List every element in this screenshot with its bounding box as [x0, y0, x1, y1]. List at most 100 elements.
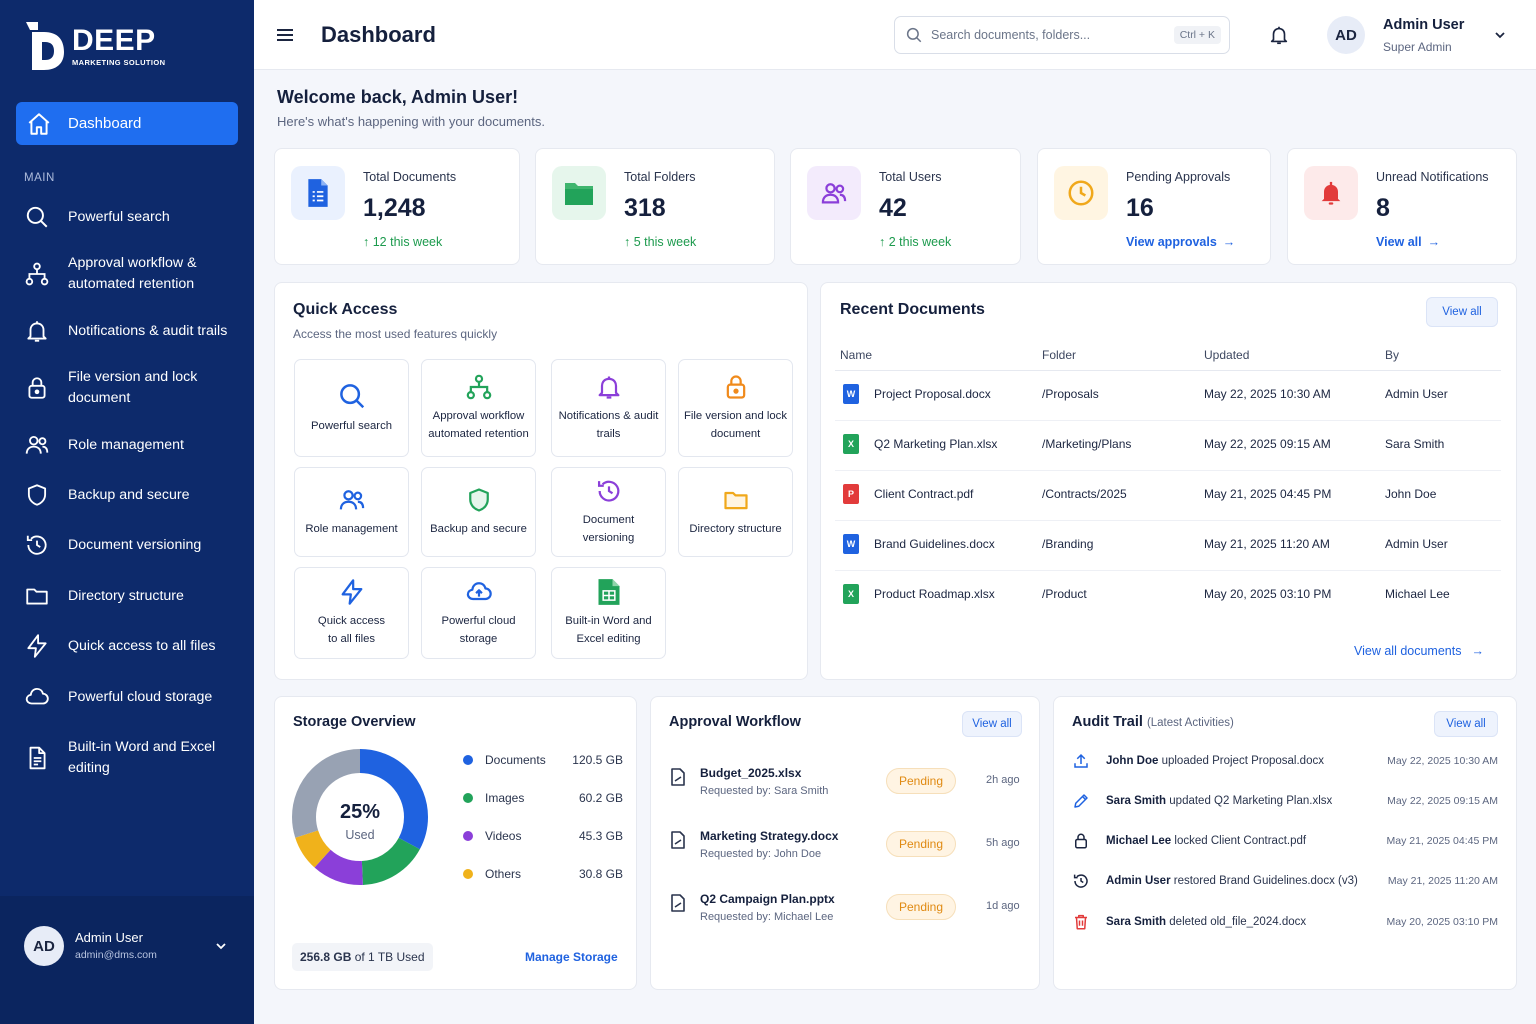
- quick-tile-directory[interactable]: Directory structure: [678, 467, 793, 557]
- sidebar-item-label: Document versioning: [68, 536, 202, 553]
- history-icon: [597, 480, 619, 502]
- sidebar-item-file-version[interactable]: File version and lock document: [24, 367, 238, 409]
- brand-tagline: MARKETING SOLUTION: [72, 57, 166, 67]
- quick-tile-label: Approval workflow automated retention: [428, 410, 529, 440]
- sidebar-item-quick-access[interactable]: Quick access to all files: [24, 633, 238, 659]
- stat-label: Unread Notifications: [1376, 170, 1489, 184]
- table-row[interactable]: X Q2 Marketing Plan.xlsx /Marketing/Plan…: [835, 421, 1501, 471]
- table-row[interactable]: W Brand Guidelines.docx /Branding May 21…: [835, 521, 1501, 571]
- doc-folder: /Marketing/Plans: [1042, 437, 1132, 451]
- view-all-button[interactable]: View all: [1426, 297, 1498, 327]
- quick-access-subtitle: Access the most used features quickly: [293, 327, 498, 341]
- column-header-updated[interactable]: Updated: [1204, 348, 1250, 362]
- audit-time: May 22, 2025 09:15 AM: [1387, 795, 1498, 807]
- view-approvals-link[interactable]: View approvals →: [1126, 235, 1236, 249]
- audit-item[interactable]: Michael Lee locked Client Contract.pdf: [1072, 830, 1502, 852]
- quick-tile-label: Notifications & audit trails: [558, 410, 659, 440]
- stat-card-notifications[interactable]: Unread Notifications 8 View all →: [1287, 148, 1517, 265]
- cloud-upload-icon: [466, 582, 492, 601]
- audit-item[interactable]: Admin User restored Brand Guidelines.doc…: [1072, 870, 1502, 892]
- upload-icon: [1074, 753, 1088, 768]
- sidebar-item-approval-workflow[interactable]: Approval workflow & automated retention: [24, 253, 238, 295]
- doc-folder: /Branding: [1042, 537, 1094, 551]
- quick-tile-label: Directory structure: [689, 523, 782, 535]
- clock-icon: [1068, 180, 1094, 206]
- quick-tile-approval-workflow[interactable]: Approval workflow automated retention: [421, 359, 536, 457]
- search-bar[interactable]: Ctrl + K: [894, 16, 1230, 54]
- table-row[interactable]: X Product Roadmap.xlsx /Product May 20, …: [835, 571, 1501, 621]
- quick-tile-quick-access[interactable]: Quick access to all files: [294, 567, 409, 659]
- audit-item[interactable]: Sara Smith deleted old_file_2024.docx: [1072, 911, 1502, 933]
- quick-tile-file-lock[interactable]: File version and lock document: [678, 359, 793, 457]
- excel-file-icon: X: [843, 434, 859, 454]
- search-icon: [26, 206, 48, 228]
- quick-tile-backup[interactable]: Backup and secure: [421, 467, 536, 557]
- chevron-down-icon[interactable]: [214, 939, 228, 953]
- doc-name[interactable]: Client Contract.pdf: [874, 487, 974, 501]
- approval-item[interactable]: Marketing Strategy.docx Requested by: Jo…: [651, 822, 1041, 874]
- approval-item[interactable]: Q2 Campaign Plan.pptx Requested by: Mich…: [651, 885, 1041, 937]
- sidebar: DEEP MARKETING SOLUTION Dashboard MAIN P…: [0, 0, 254, 1024]
- column-header-name[interactable]: Name: [840, 348, 873, 362]
- avatar: AD: [24, 926, 64, 966]
- manage-storage-link[interactable]: Manage Storage: [525, 950, 618, 964]
- column-header-by[interactable]: By: [1385, 348, 1400, 362]
- workflow-icon: [25, 262, 49, 286]
- doc-updated: May 21, 2025 04:45 PM: [1204, 487, 1332, 501]
- view-all-button[interactable]: View all: [962, 711, 1022, 737]
- doc-name[interactable]: Product Roadmap.xlsx: [874, 587, 995, 601]
- doc-name[interactable]: Q2 Marketing Plan.xlsx: [874, 437, 998, 451]
- audit-item[interactable]: John Doe uploaded Project Proposal.docx: [1072, 750, 1502, 772]
- table-row[interactable]: W Project Proposal.docx /Proposals May 2…: [835, 371, 1501, 421]
- approval-item[interactable]: Budget_2025.xlsx Requested by: Sara Smit…: [651, 759, 1041, 811]
- sidebar-item-dashboard[interactable]: Dashboard: [16, 102, 238, 145]
- table-row[interactable]: P Client Contract.pdf /Contracts/2025 Ma…: [835, 471, 1501, 521]
- bell-icon: [27, 321, 47, 342]
- stat-card-approvals[interactable]: Pending Approvals 16 View approvals →: [1037, 148, 1271, 265]
- quick-tile-role-management[interactable]: Role management: [294, 467, 409, 557]
- sidebar-item-word-excel[interactable]: Built-in Word and Excel editing: [24, 737, 238, 779]
- quick-tile-cloud-storage[interactable]: Powerful cloud storage: [421, 567, 536, 659]
- sidebar-item-directory[interactable]: Directory structure: [24, 583, 238, 609]
- view-all-notifications-link[interactable]: View all →: [1376, 235, 1441, 249]
- brand-logo[interactable]: DEEP MARKETING SOLUTION: [24, 20, 165, 72]
- sidebar-item-cloud-storage[interactable]: Powerful cloud storage: [24, 684, 238, 710]
- quick-tile-label: File version and lock document: [684, 410, 787, 440]
- storage-used-summary: 256.8 GB of 1 TB Used: [292, 943, 433, 971]
- sidebar-user-panel[interactable]: AD Admin User admin@dms.com: [0, 896, 254, 1024]
- pdf-file-icon: P: [843, 484, 859, 504]
- doc-by: Sara Smith: [1385, 437, 1445, 451]
- doc-name[interactable]: Brand Guidelines.docx: [874, 537, 995, 551]
- sidebar-item-search[interactable]: Powerful search: [24, 204, 238, 230]
- search-input[interactable]: [931, 28, 1161, 42]
- chevron-down-icon[interactable]: [1493, 28, 1507, 42]
- sidebar-item-role-management[interactable]: Role management: [24, 432, 238, 458]
- approval-time: 2h ago: [986, 774, 1020, 786]
- quick-tile-word-excel[interactable]: Built-in Word and Excel editing: [551, 567, 666, 659]
- audit-text: Sara Smith updated Q2 Marketing Plan.xls…: [1106, 795, 1333, 807]
- welcome-subtitle: Here's what's happening with your docume…: [277, 114, 545, 129]
- menu-icon[interactable]: [276, 27, 294, 43]
- view-all-documents-link[interactable]: View all documents →: [1354, 644, 1484, 658]
- view-all-button[interactable]: View all: [1434, 711, 1498, 737]
- stat-card-folders[interactable]: Total Folders 318 ↑ 5 this week: [535, 148, 775, 265]
- cloud-icon: [25, 687, 49, 705]
- doc-name[interactable]: Project Proposal.docx: [874, 387, 991, 401]
- stat-icon-bg: [291, 166, 345, 220]
- quick-tile-search[interactable]: Powerful search: [294, 359, 409, 457]
- stat-label: Total Users: [879, 170, 942, 184]
- column-header-folder[interactable]: Folder: [1042, 348, 1077, 362]
- audit-text: John Doe uploaded Project Proposal.docx: [1106, 755, 1324, 767]
- quick-tile-notifications[interactable]: Notifications & audit trails: [551, 359, 666, 457]
- stat-value: 16: [1126, 194, 1154, 222]
- stat-card-documents[interactable]: Total Documents 1,248 ↑ 12 this week: [274, 148, 520, 265]
- sidebar-item-notifications[interactable]: Notifications & audit trails: [24, 318, 238, 344]
- avatar[interactable]: AD: [1327, 16, 1365, 54]
- sidebar-item-document-versioning[interactable]: Document versioning: [24, 532, 238, 558]
- legend-item-others: Others 30.8 GB: [463, 867, 623, 881]
- quick-tile-document-versioning[interactable]: Document versioning: [551, 467, 666, 557]
- bell-icon[interactable]: [1268, 24, 1290, 46]
- stat-card-users[interactable]: Total Users 42 ↑ 2 this week: [790, 148, 1021, 265]
- audit-item[interactable]: Sara Smith updated Q2 Marketing Plan.xls…: [1072, 790, 1502, 812]
- sidebar-item-backup[interactable]: Backup and secure: [24, 482, 238, 508]
